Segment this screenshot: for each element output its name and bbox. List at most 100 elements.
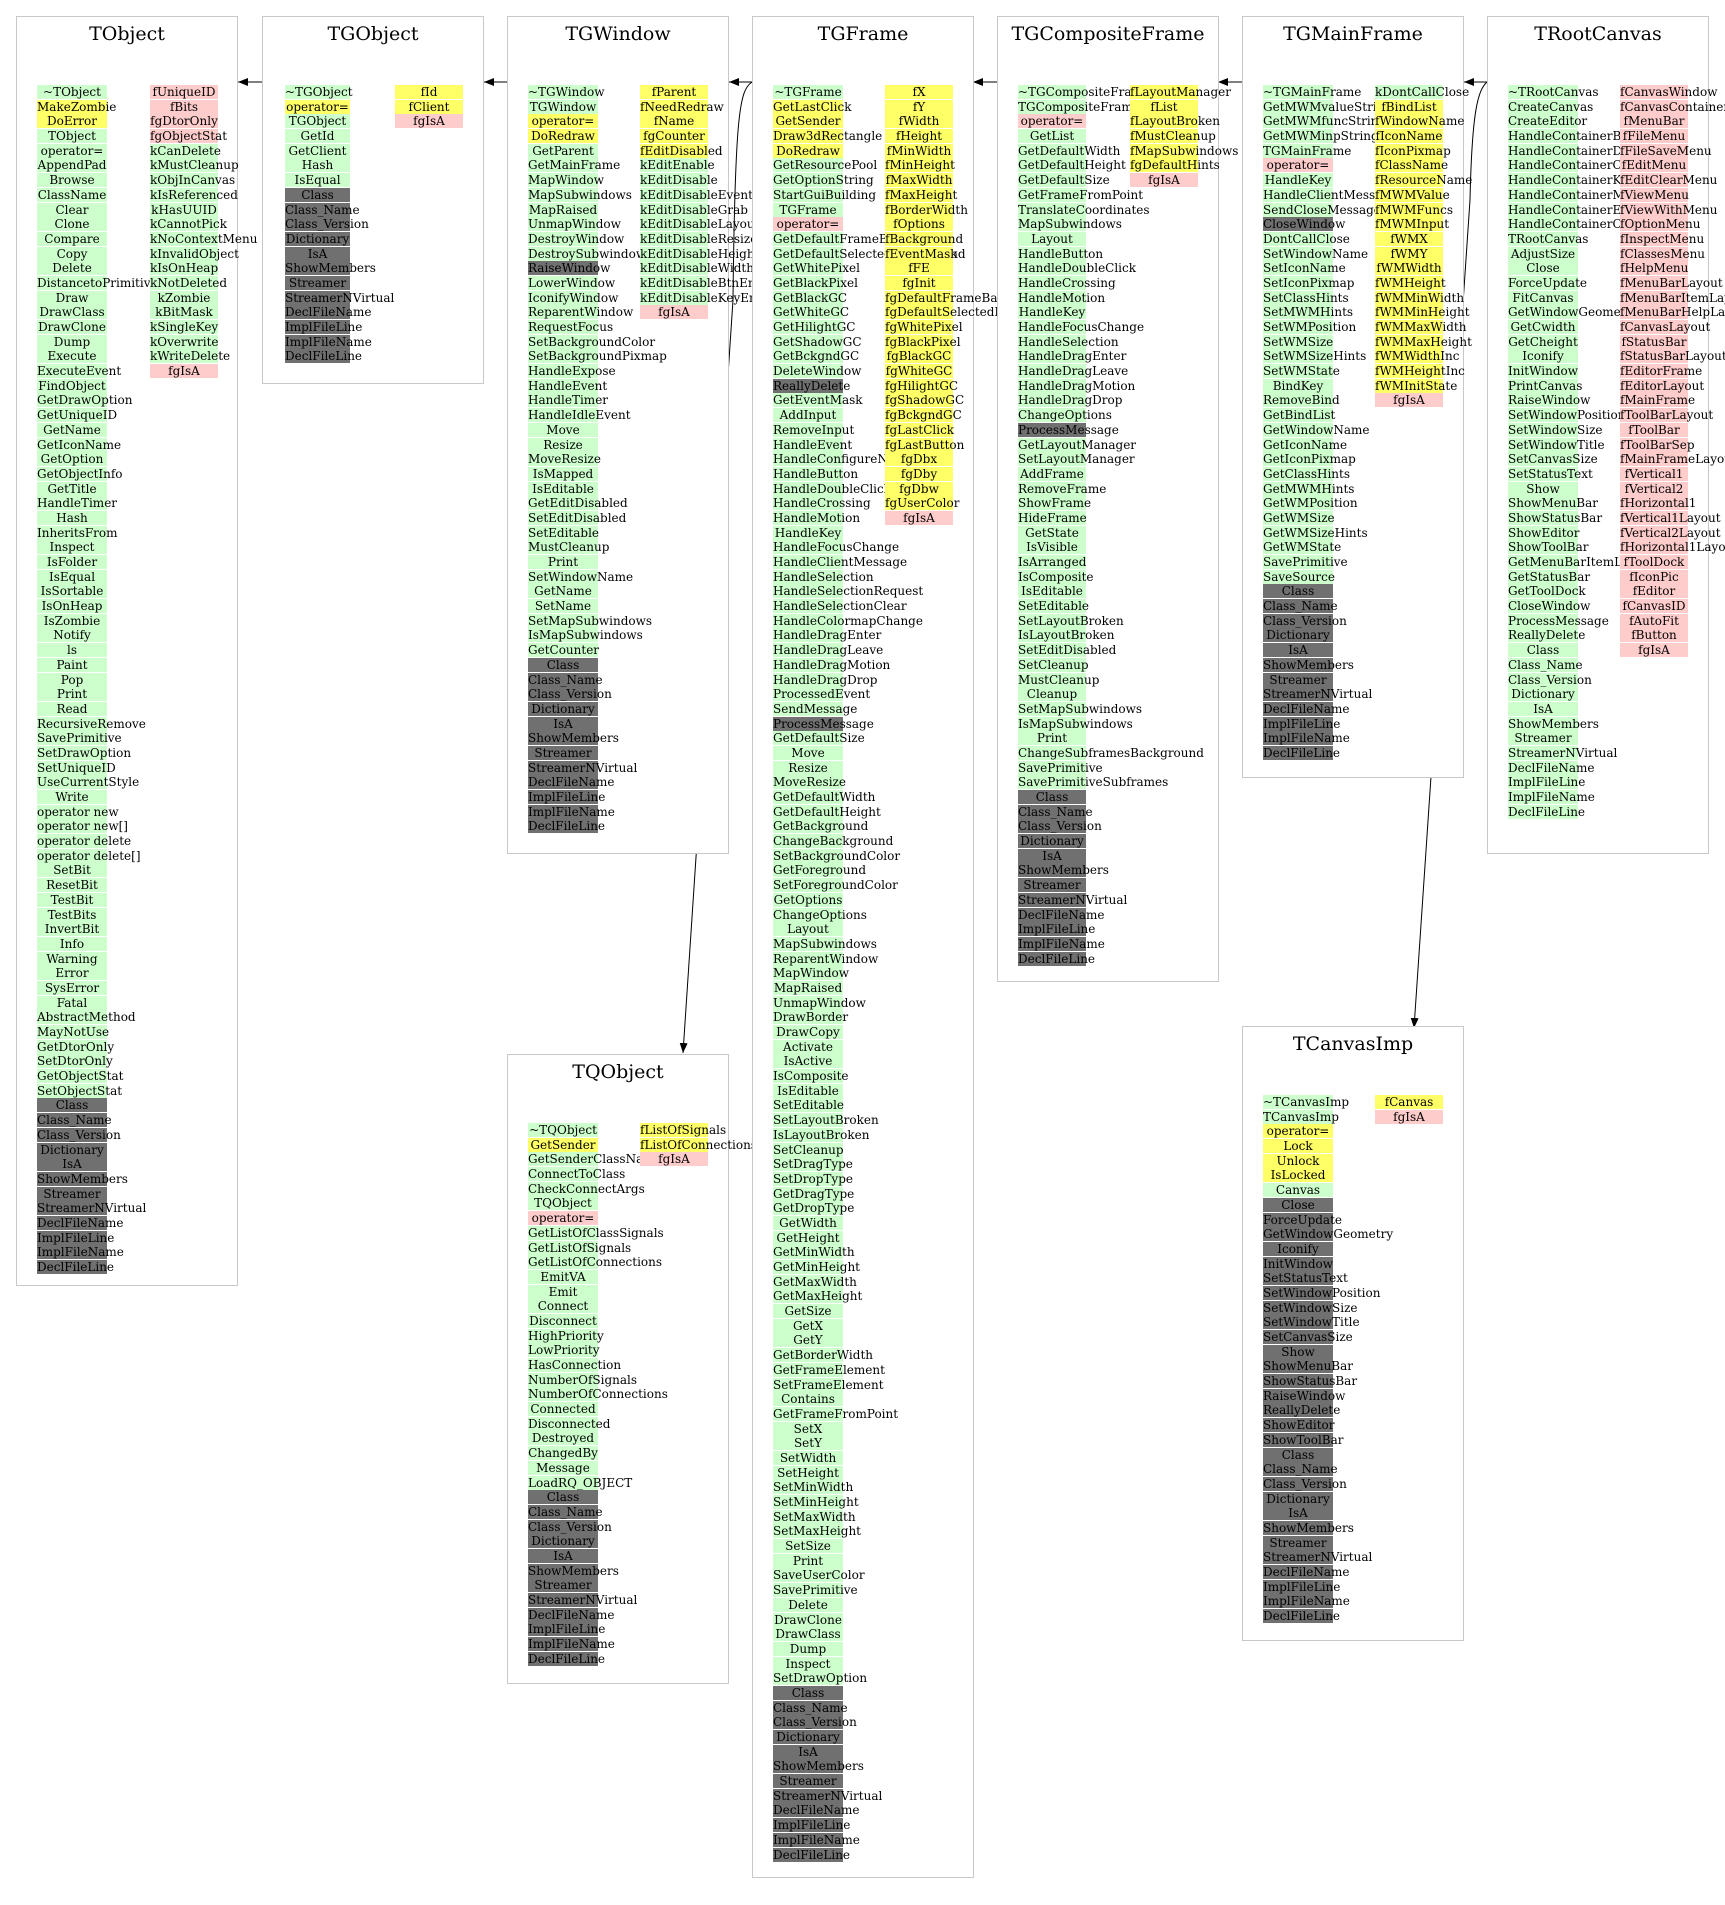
method-entry: DeclFileName	[1263, 1565, 1350, 1579]
member-entry: fMWMFuncs	[1375, 202, 1454, 217]
method-entry: CreateEditor	[1508, 114, 1588, 129]
method-entry: HandleDragLeave	[1018, 364, 1129, 379]
method-entry: IsA	[1018, 848, 1086, 863]
method-entry: UseCurrentStyle	[37, 775, 140, 790]
class-title: TRootCanvas	[1534, 23, 1662, 45]
method-entry: Dictionary	[528, 1534, 598, 1549]
method-entry: DontCallClose	[1263, 231, 1350, 246]
member-entry: kInvalidObject	[150, 246, 239, 261]
method-entry: GetY	[773, 1333, 843, 1348]
member-entry: fgIsA	[1375, 1109, 1443, 1124]
member-entry: fgIsA	[1375, 393, 1443, 408]
method-entry: Print	[528, 555, 598, 569]
method-entry: DestroySubwindows	[528, 246, 653, 261]
method-entry: SetWindowTitle	[1263, 1315, 1360, 1330]
method-entry: SavePrimitive	[37, 731, 122, 746]
method-entry: SavePrimitiveSubframes	[1018, 775, 1169, 790]
method-entry: Class	[37, 1098, 107, 1113]
member-entry: kEditDisableResize	[640, 231, 758, 246]
method-entry: MapSubwindows	[1018, 217, 1122, 232]
method-entry: SetMapSubwindows	[528, 613, 653, 628]
member-entry: fEventMask	[885, 246, 958, 261]
method-entry: GetBorderWidth	[773, 1348, 874, 1363]
method-entry: Class_Name	[37, 1113, 112, 1128]
method-entry: ImplFileLine	[773, 1818, 851, 1833]
member-entry: fBorderWidth	[885, 202, 968, 217]
method-entry: operator delete	[37, 834, 132, 849]
member-entry: fMaxHeight	[885, 187, 958, 202]
member-entry: fMustCleanup	[1130, 129, 1216, 144]
class-title: TCanvasImp	[1292, 1033, 1414, 1055]
member-entry: fEditorLayout	[1620, 378, 1705, 393]
method-entry: IsZombie	[37, 613, 107, 628]
method-entry: TObject	[37, 129, 107, 144]
method-entry: ShowEditor	[1263, 1418, 1335, 1433]
method-entry: GetMWMinpString	[1263, 129, 1379, 144]
method-entry: Compare	[37, 231, 107, 246]
method-entry: ~TRootCanvas	[1508, 85, 1599, 99]
member-entry: fgDefaultFrameBackground	[885, 290, 1056, 305]
method-entry: ConnectToClass	[528, 1167, 626, 1182]
member-entry: kZombie	[150, 290, 218, 305]
method-entry: Class	[1508, 643, 1578, 658]
method-entry: Class_Version	[528, 687, 612, 702]
member-entry: kBitMask	[150, 305, 218, 320]
method-entry: SetForegroundColor	[773, 878, 898, 893]
method-entry: HandleTimer	[37, 496, 118, 511]
method-entry: ImplFileLine	[1508, 775, 1586, 790]
method-entry: ChangeBackground	[773, 834, 894, 849]
method-entry: GetForeground	[773, 863, 867, 878]
method-entry: GetTitle	[37, 481, 107, 496]
method-entry: Print	[773, 1553, 843, 1568]
method-entry: Delete	[773, 1597, 843, 1612]
method-entry: Show	[1508, 481, 1578, 496]
member-entry: fgInit	[885, 275, 953, 290]
method-entry: ResetBit	[37, 878, 107, 893]
method-entry: InitWindow	[1508, 364, 1578, 379]
method-entry: SetBit	[37, 863, 107, 878]
method-entry: GetDrawOption	[37, 393, 133, 408]
method-entry: RemoveFrame	[1018, 481, 1107, 496]
method-entry: GetWindowGeometry	[1508, 305, 1639, 320]
method-entry: EmitVA	[528, 1269, 598, 1284]
member-entry: fResourceName	[1375, 173, 1473, 188]
method-entry: SetY	[773, 1436, 843, 1451]
member-entry: fEditor	[1620, 584, 1688, 599]
method-entry: IconifyWindow	[528, 290, 619, 305]
method-entry: AddInput	[773, 408, 843, 423]
method-entry: SetWidth	[773, 1450, 843, 1465]
method-entry: DistancetoPrimitive	[37, 275, 158, 290]
method-entry: DeclFileName	[528, 775, 615, 790]
method-entry: ImplFileName	[1263, 731, 1350, 746]
member-entry: fToolBar	[1620, 422, 1688, 437]
method-entry: SetCleanup	[1018, 657, 1089, 672]
method-entry: DeclFileName	[37, 1215, 124, 1230]
method-entry: GetWindowGeometry	[1263, 1227, 1394, 1242]
class-box-tqobject: TQObject ~TQObject GetSender GetSenderClas…	[507, 1054, 757, 1684]
method-entry: ShowMembers	[1508, 716, 1599, 731]
member-entry: fgDbw	[885, 481, 953, 496]
method-entry: ImplFileName	[1263, 1594, 1350, 1609]
method-entry: MustCleanup	[1018, 672, 1100, 687]
method-entry: TQObject	[528, 1196, 598, 1211]
method-entry: HandleContainerButton	[1508, 129, 1654, 144]
method-entry: GetLayoutManager	[1018, 437, 1137, 452]
method-entry: SetMWMHints	[1263, 305, 1354, 320]
method-entry: HandleContainerExpose	[1508, 202, 1657, 217]
member-entry: fWMMinHeight	[1375, 305, 1470, 320]
method-entry: GetFrameElement	[773, 1362, 885, 1377]
member-entry: fMaxWidth	[885, 173, 953, 188]
method-entry: ShowFrame	[1018, 496, 1092, 511]
method-entry: Layout	[773, 922, 843, 937]
method-entry: Print	[1018, 731, 1086, 746]
method-entry: HandleDragDrop	[773, 672, 878, 687]
method-entry: Write	[37, 790, 107, 804]
member-entry: kNotDeleted	[150, 275, 228, 290]
member-entry: fIconPic	[1620, 569, 1688, 584]
method-entry: GetMenuBarItemLayout	[1508, 555, 1656, 569]
member-entry: fWMHeight	[1375, 275, 1446, 290]
method-entry: IsMapSubwindows	[1018, 716, 1133, 731]
method-entry: Copy	[37, 246, 107, 261]
method-entry: SetDrawOption	[773, 1671, 868, 1686]
method-entry: ImplFileName	[528, 804, 615, 819]
